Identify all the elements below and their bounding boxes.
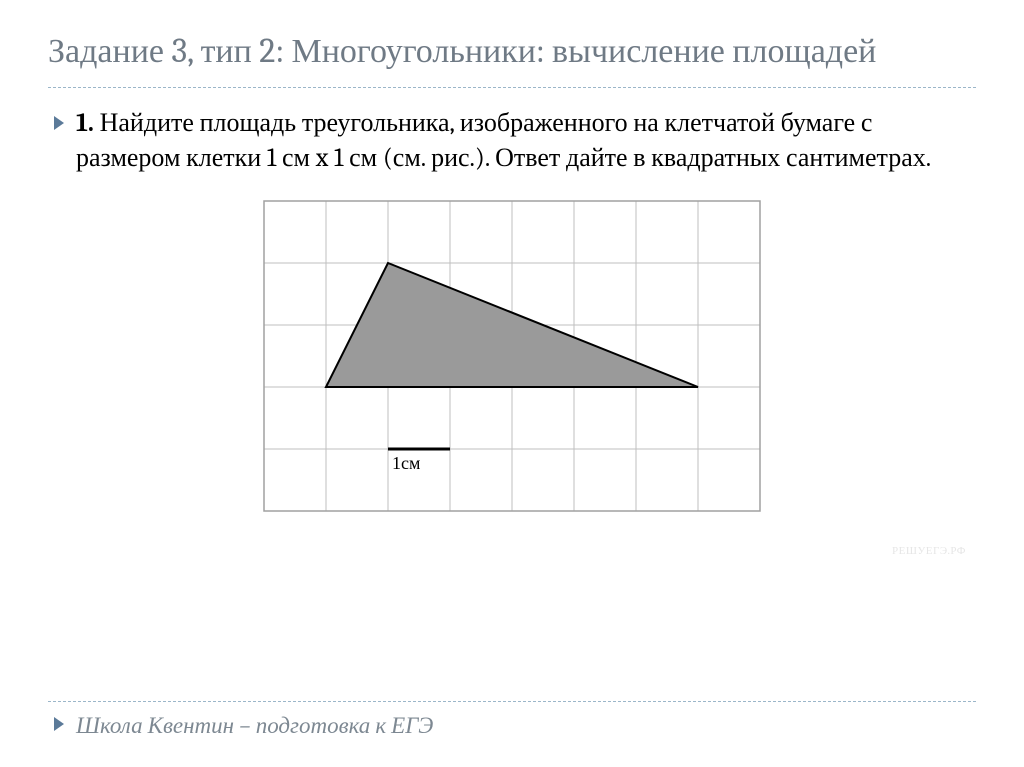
figure-container: 1см bbox=[48, 200, 976, 512]
page-title: Задание 3, тип 2: Многоугольники: вычисл… bbox=[48, 30, 976, 73]
watermark-text: РЕШУЕГЭ.РФ bbox=[892, 544, 966, 557]
problem-block: 1. Найдите площадь треугольника, изображ… bbox=[54, 106, 976, 176]
problem-number: 1. bbox=[76, 108, 94, 138]
problem-body: Найдите площадь треугольника, изображенн… bbox=[76, 108, 931, 173]
triangle-grid-figure: 1см bbox=[263, 200, 761, 512]
bullet-icon bbox=[54, 717, 66, 735]
svg-text:1см: 1см bbox=[392, 453, 420, 473]
footer-text: Школа Квентин – подготовка к ЕГЭ bbox=[76, 712, 433, 739]
problem-text: 1. Найдите площадь треугольника, изображ… bbox=[76, 106, 976, 176]
bullet-icon bbox=[54, 116, 66, 134]
slide-footer: Школа Квентин – подготовка к ЕГЭ bbox=[48, 701, 976, 739]
title-divider bbox=[48, 87, 976, 88]
footer-divider bbox=[48, 701, 976, 702]
